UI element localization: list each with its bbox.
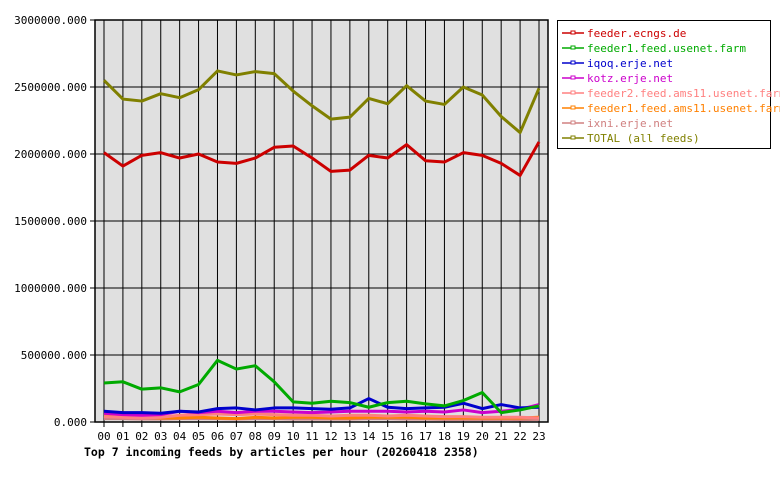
legend-label: feeder.ecngs.de [587, 27, 686, 40]
x-tick-label: 06 [211, 430, 224, 443]
x-tick-label: 02 [135, 430, 148, 443]
series-line-feeder2-feed-ams11-usenet-farm [103, 412, 540, 420]
x-tick-label: 04 [173, 430, 187, 443]
x-tick-label: 09 [268, 430, 281, 443]
legend-label: TOTAL (all feeds) [587, 132, 700, 145]
x-tick-label: 10 [287, 430, 300, 443]
x-tick-label: 21 [495, 430, 508, 443]
legend-label: feeder1.feed.usenet.farm [587, 42, 746, 55]
x-tick-label: 12 [324, 430, 337, 443]
x-tick-label: 07 [230, 430, 243, 443]
x-tick-label: 05 [192, 430, 205, 443]
legend-marker [570, 45, 576, 50]
y-tick-label: 0.000 [54, 416, 87, 429]
y-tick-label: 1000000.000 [14, 282, 87, 295]
x-tick-label: 16 [400, 430, 413, 443]
x-tick-label: 14 [362, 430, 376, 443]
legend-marker [570, 75, 576, 80]
x-tick-label: 23 [532, 430, 545, 443]
x-tick-label: 03 [154, 430, 167, 443]
legend-label: feeder2.feed.ams11.usenet.farm [587, 87, 780, 100]
legend-marker [570, 30, 576, 35]
legend-label: ixni.erje.net [587, 117, 673, 130]
legend-label: feeder1.feed.ams11.usenet.farm [587, 102, 780, 115]
legend-box [557, 20, 771, 149]
legend-label: iqoq.erje.net [587, 57, 673, 70]
x-tick-label: 17 [419, 430, 432, 443]
legend-marker [570, 135, 576, 140]
y-tick-label: 3000000.000 [14, 14, 87, 27]
series-line-feeder1-feed-usenet-farm [103, 358, 540, 415]
series-line-feeder-ecngs-de [103, 141, 541, 177]
series-line-iqoq-erje-net [103, 397, 540, 415]
legend-label: kotz.erje.net [587, 72, 673, 85]
x-tick-label: 11 [305, 430, 318, 443]
x-tick-label: 22 [513, 430, 526, 443]
y-tick-label: 2500000.000 [14, 81, 87, 94]
legend-marker [570, 90, 576, 95]
x-tick-label: 18 [438, 430, 451, 443]
x-tick-label: 20 [476, 430, 489, 443]
x-tick-label: 19 [457, 430, 470, 443]
x-tick-label: 13 [343, 430, 356, 443]
y-tick-label: 500000.000 [21, 349, 87, 362]
x-tick-label: 08 [249, 430, 262, 443]
x-tick-label: 00 [97, 430, 110, 443]
chart-title: Top 7 incoming feeds by articles per hou… [84, 445, 479, 459]
legend-marker [570, 105, 576, 110]
x-tick-label: 01 [116, 430, 129, 443]
legend-marker [570, 120, 576, 125]
y-tick-label: 2000000.000 [14, 148, 87, 161]
x-tick-label: 15 [381, 430, 394, 443]
y-tick-label: 1500000.000 [14, 215, 87, 228]
series-line-total-all-feeds- [102, 69, 541, 135]
legend-marker [570, 60, 576, 65]
